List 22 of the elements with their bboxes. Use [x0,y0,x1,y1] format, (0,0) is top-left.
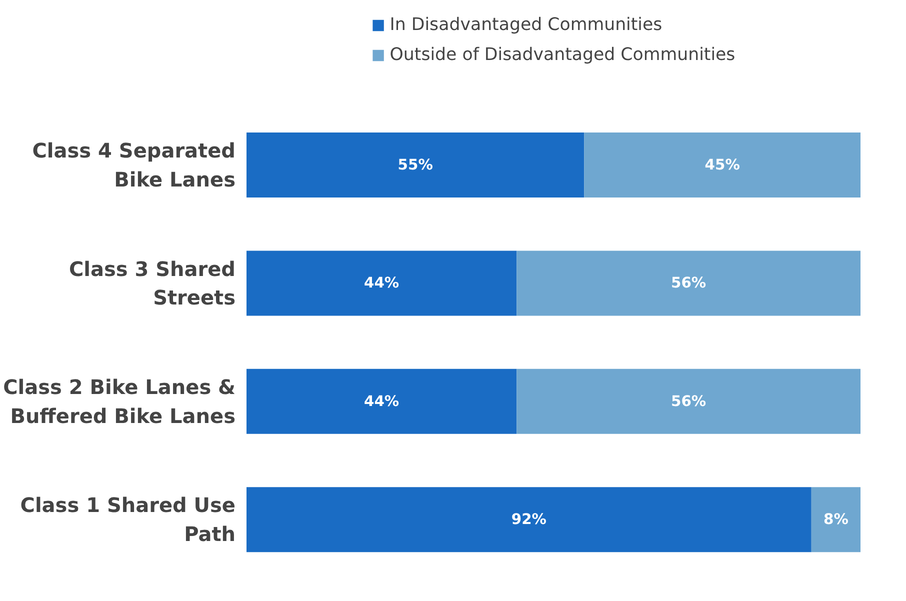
bar [584,132,860,198]
y-tick-label: Class 2 Bike Lanes & Buffered Bike Lanes [3,375,236,428]
data-label: 8% [824,511,849,528]
data-label: 56% [671,274,706,292]
legend-label: In Disadvantaged Communities [390,15,662,35]
y-tick-label: Class 1 Shared Use Path [20,493,236,546]
legend-label: Outside of Disadvantaged Communities [390,45,736,65]
y-tick-label: Class 4 Separated Bike Lanes [32,138,236,192]
data-label: 44% [364,274,400,292]
bar [246,487,812,552]
data-label: 56% [671,392,706,410]
bar [516,250,860,316]
bar [516,368,860,434]
bar [246,250,517,316]
bar [246,368,517,434]
data-label: 92% [511,511,547,528]
data-label: 44% [364,392,400,410]
y-tick-label: Class 3 Shared Streets [68,256,236,310]
bar [246,132,584,198]
data-label: 55% [398,156,434,174]
bar [811,487,860,552]
data-label: 45% [704,156,740,174]
